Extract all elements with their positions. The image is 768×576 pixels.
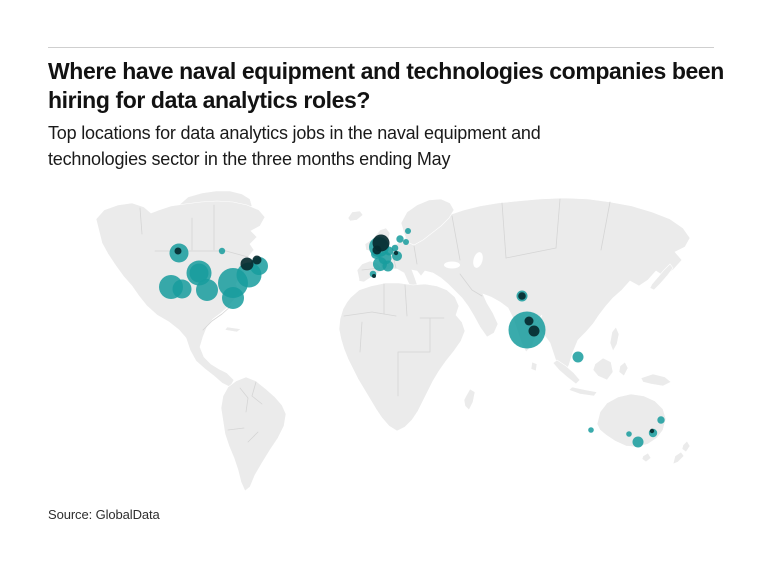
map-bubble-europe [382, 260, 394, 272]
map-bubble-south-asia [518, 292, 526, 300]
sea-shape [444, 261, 460, 269]
map-bubble-oceania [649, 428, 655, 434]
border-line [555, 198, 561, 249]
map-bubble-oceania [632, 436, 644, 448]
landmass-path [649, 263, 674, 291]
map-bubble-south-asia [524, 316, 534, 326]
landmass-path [568, 386, 598, 397]
map-bubble-oceania [626, 431, 632, 437]
inland-seas [444, 252, 483, 269]
map-bubble-north-america [174, 247, 182, 255]
border-line [139, 207, 143, 235]
map-bubble-north-america [189, 263, 209, 283]
map-bubble-europe [391, 244, 399, 252]
landmass-path [220, 376, 287, 492]
landmass-path [681, 440, 691, 453]
map-bubble-europe [393, 250, 399, 256]
landmass-path [640, 373, 672, 387]
border-line [459, 273, 483, 297]
landmass-path [552, 359, 581, 385]
border-line [451, 215, 461, 261]
bubble-layer [159, 228, 665, 448]
sea-shape [473, 252, 483, 268]
border-line [202, 305, 232, 331]
map-bubble-north-america [240, 257, 254, 271]
border-line [227, 427, 245, 431]
border-line [397, 317, 431, 353]
landmass-path [641, 452, 652, 463]
map-bubble-north-america [196, 279, 218, 301]
source-label: Source: GlobalData [48, 507, 160, 522]
chart-subtitle: Top locations for data analytics jobs in… [48, 123, 541, 169]
map-bubble-north-america [172, 279, 192, 299]
border-line [501, 202, 507, 259]
landmass-path [338, 282, 466, 432]
chart-title: Where have naval equipment and technolog… [48, 58, 724, 113]
border-line [413, 245, 418, 265]
map-bubble-europe [396, 235, 404, 243]
map-bubble-south-asia [508, 311, 546, 349]
top-divider [48, 47, 714, 48]
landmass-path [609, 326, 620, 352]
landmass-path [347, 210, 364, 222]
landmass-path [400, 198, 455, 246]
map-bubble-europe [405, 228, 411, 234]
border-line [505, 247, 557, 259]
landmass-path [463, 388, 476, 411]
map-bubble-north-america [222, 287, 244, 309]
landmass-path [596, 393, 667, 448]
landmass-path [618, 361, 629, 377]
country-borders [139, 198, 611, 443]
border-line [404, 284, 408, 317]
map-bubble-south-asia [528, 325, 540, 337]
border-line [251, 381, 263, 405]
border-line [359, 321, 363, 353]
map-bubble-europe [372, 274, 376, 278]
map-bubble-europe [372, 245, 382, 255]
border-line [343, 311, 397, 317]
landmass-path [224, 326, 242, 333]
border-line [247, 431, 259, 443]
map-bubble-north-america [252, 255, 262, 265]
border-line [239, 387, 249, 413]
map-bubble-oceania [657, 416, 665, 424]
landmasses [95, 190, 691, 492]
map-bubble-oceania [588, 427, 594, 433]
landmass-path [672, 451, 685, 465]
border-line [600, 201, 611, 251]
landmass-path [592, 357, 614, 381]
landmass-path [530, 361, 538, 372]
map-bubble-europe [403, 239, 409, 245]
map-bubble-southeast-asia [572, 351, 584, 363]
map-bubble-north-america [218, 247, 226, 255]
